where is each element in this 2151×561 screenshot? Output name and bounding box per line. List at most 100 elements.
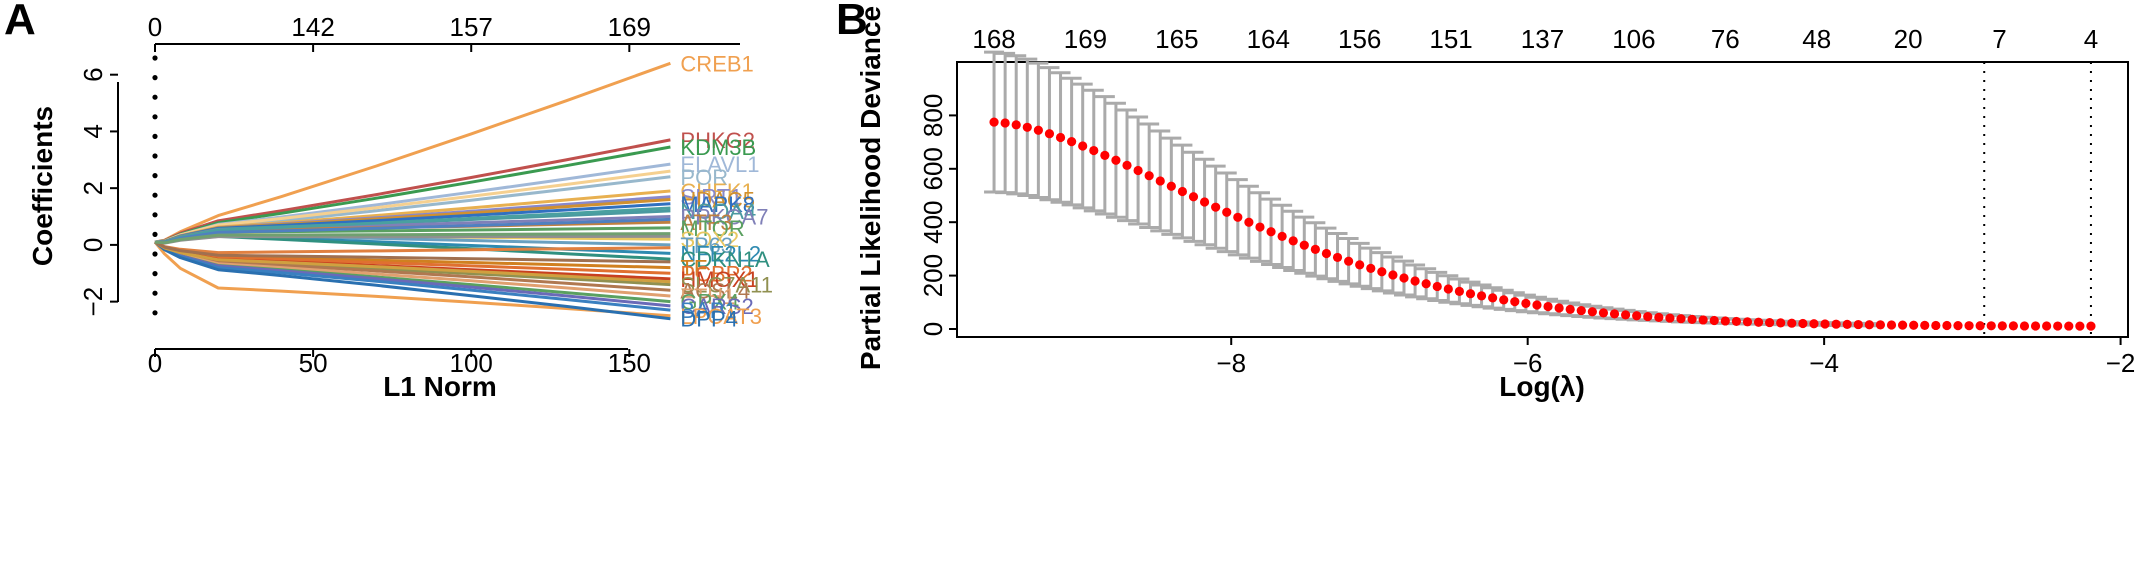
panel-a-gene-label: ACSL4 xyxy=(680,278,750,303)
panel-b-point xyxy=(1454,286,1465,297)
panel-b-point xyxy=(1155,176,1165,186)
panel-b-point xyxy=(1332,252,1343,263)
panel-a-x-title: L1 Norm xyxy=(383,371,497,402)
panel-b-top-tick-label: 169 xyxy=(1064,24,1107,54)
panel-b-top-tick-label: 7 xyxy=(1992,24,2006,54)
panel-a-dot xyxy=(152,290,158,296)
panel-b-point xyxy=(1709,315,1719,326)
panel-b-point xyxy=(1687,314,1697,324)
panel-b-point xyxy=(1986,321,1996,331)
panel-b-point xyxy=(1975,321,1985,331)
panel-b-error-bars xyxy=(984,50,1880,328)
panel-b-point xyxy=(1266,227,1276,237)
panel-b-point xyxy=(1909,320,1919,330)
panel-b-point xyxy=(1144,171,1154,181)
panel-a-path xyxy=(154,240,671,321)
panel-b-point xyxy=(1388,270,1398,280)
panel-a-x-tick-label: 50 xyxy=(299,348,328,378)
panel-b-frame xyxy=(956,61,2129,338)
panel-b-point xyxy=(1443,284,1453,294)
panel-b-point xyxy=(1067,136,1077,147)
panel-b-point xyxy=(2019,321,2030,331)
panel-a-dot xyxy=(152,212,158,218)
panel-b-top-tick-label: 20 xyxy=(1894,24,1923,54)
panel-a-path xyxy=(154,240,671,264)
panel-b-y-tick-label: 400 xyxy=(918,200,948,243)
panel-b-point xyxy=(1033,125,1043,135)
panel-b-point xyxy=(1831,319,1841,329)
panel-a-gene-label: ELAVL1 xyxy=(680,152,759,177)
panel-a-gene-label: BAP1 xyxy=(680,298,736,323)
panel-a-gene-label: CARS2 xyxy=(680,294,753,319)
panel-a-gene-label: SIRT1 xyxy=(680,185,742,210)
panel-b-point xyxy=(1886,320,1897,330)
panel-b-x-tick-label: −4 xyxy=(1809,348,1839,378)
panel-b-point xyxy=(1377,267,1387,277)
panel-a-dot xyxy=(152,231,158,237)
panel-b-x-tick-label: −6 xyxy=(1513,348,1543,378)
panel-a-y-ticks: −2 0 2 4 6 xyxy=(78,67,118,316)
panel-a-gene-label: NCOA4 xyxy=(680,199,756,224)
panel-b-point xyxy=(1731,316,1741,327)
panel-b-point xyxy=(1421,279,1431,289)
panel-b-point xyxy=(1953,321,1963,331)
panel-b-point xyxy=(1011,120,1021,130)
panel-a-top-tick-label: 0 xyxy=(148,12,162,42)
panel-b-point xyxy=(1277,231,1287,241)
panel-a-gene-label: POR xyxy=(680,165,728,190)
panel-b-point xyxy=(1798,318,1808,329)
panel-a-y-title: Coefficients xyxy=(27,106,58,266)
panel-a-gene-label: LPCAT3 xyxy=(680,304,762,329)
panel-b-point xyxy=(1809,319,1819,329)
panel-b-point xyxy=(1842,319,1852,329)
panel-a-y-tick-label: 4 xyxy=(78,124,108,138)
panel-a-dot xyxy=(152,310,158,316)
panel-a-letter: A xyxy=(4,0,36,44)
panel-b-point xyxy=(1355,260,1365,270)
panel-a-gene-label: ATF3 xyxy=(680,210,732,235)
panel-b-point xyxy=(1643,311,1653,322)
panel-a-gene-label: CHEK1 xyxy=(680,179,753,204)
panel-a-gene-label: TF xyxy=(680,256,707,281)
panel-b-top-tick-label: 76 xyxy=(1711,24,1740,54)
panel-a-gene-label: MAPK8 xyxy=(680,192,755,217)
panel-b-top-tick-label: 137 xyxy=(1521,24,1564,54)
panel-b-point xyxy=(1432,281,1442,292)
panel-b-point xyxy=(1344,256,1354,266)
panel-b-point xyxy=(1676,314,1686,324)
panel-b-point xyxy=(1488,293,1498,303)
panel-b-top-tick-label: 106 xyxy=(1612,24,1655,54)
panel-b-y-tick-label: 600 xyxy=(918,147,948,190)
panel-a-gene-labels: CREB1PHKG2KDM3BELAVL1PORCHEK1SIRT1HDAC5M… xyxy=(680,51,773,331)
panel-a-dot xyxy=(152,94,158,100)
panel-a-path xyxy=(154,232,671,245)
panel-b-point xyxy=(1543,301,1553,312)
panel-b-point xyxy=(1620,310,1631,320)
panel-b-point xyxy=(1776,318,1786,328)
panel-a-top-ticks: 0 142 157 169 xyxy=(148,12,651,52)
panel-b-y-title: Partial Likelihood Deviance xyxy=(855,6,886,370)
panel-a-dot xyxy=(152,114,158,120)
panel-a-gene-label: PCBP2 xyxy=(680,261,752,286)
panel-b-point xyxy=(1410,276,1420,286)
panel-b-point xyxy=(2075,321,2085,331)
panel-b-point xyxy=(1022,122,1032,132)
panel-b-point xyxy=(1255,222,1265,232)
panel-a-path xyxy=(153,241,671,318)
panel-b-top-tick-label: 164 xyxy=(1247,24,1290,54)
panel-a-gene-label: PRKCA7 xyxy=(680,205,768,230)
panel-b-point xyxy=(1632,311,1642,321)
panel-a-dot xyxy=(152,192,158,198)
panel-a-x-tick-label: 100 xyxy=(450,348,493,378)
panel-b: B 168 169 165 164 156 151 137 106 76 48 20 7 4 −8 −6−… xyxy=(836,0,2135,402)
panel-b-point xyxy=(1587,307,1597,317)
panel-a-gene-label: PHKG2 xyxy=(680,128,755,153)
panel-b-point xyxy=(2086,321,2096,331)
panel-b-point xyxy=(1476,291,1487,301)
panel-a-x-tick-label: 150 xyxy=(608,348,651,378)
panel-a-x-tick-label: 0 xyxy=(148,348,162,378)
panel-b-point xyxy=(1609,309,1620,319)
panel-b-point xyxy=(1366,263,1376,273)
panel-b-top-tick-label: 4 xyxy=(2084,24,2098,54)
panel-b-y-tick-label: 800 xyxy=(918,94,948,137)
